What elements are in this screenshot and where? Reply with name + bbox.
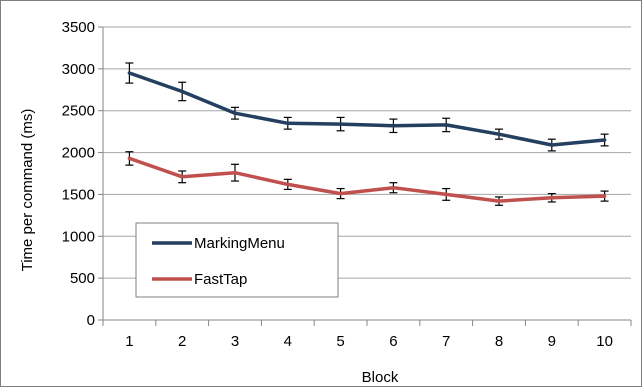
data-point	[233, 111, 237, 115]
legend-label: MarkingMenu	[194, 235, 285, 252]
x-tick-label: 7	[442, 333, 450, 350]
legend: MarkingMenu FastTap	[135, 222, 339, 298]
data-point	[391, 186, 395, 190]
data-point	[180, 175, 184, 179]
y-tick-label: 2500	[62, 103, 95, 120]
x-tick-label: 1	[125, 333, 133, 350]
y-tick-label: 1500	[62, 186, 95, 203]
y-tick-label: 1000	[62, 228, 95, 245]
data-point	[550, 196, 554, 200]
y-tick-label: 3000	[62, 61, 95, 78]
data-point	[603, 194, 607, 198]
x-tick-label: 2	[178, 333, 186, 350]
data-point	[391, 124, 395, 128]
x-tick-label: 9	[548, 333, 556, 350]
y-tick-label: 2000	[62, 145, 95, 162]
x-tick-label: 5	[336, 333, 344, 350]
y-axis-title: Time per command (ms)	[19, 109, 36, 272]
data-point	[444, 192, 448, 196]
series-line	[127, 156, 607, 203]
data-point	[339, 192, 343, 196]
legend-box	[135, 222, 339, 298]
data-point	[127, 71, 131, 75]
series-FastTap	[125, 151, 609, 206]
data-point	[497, 132, 501, 136]
data-point	[127, 156, 131, 160]
legend-label: FastTap	[194, 271, 247, 288]
series-layer	[125, 62, 609, 206]
data-point	[339, 122, 343, 126]
data-point	[497, 199, 501, 203]
series-line	[127, 71, 607, 147]
series-MarkingMenu	[125, 62, 609, 152]
data-point	[286, 182, 290, 186]
axes	[98, 26, 632, 326]
data-point	[286, 121, 290, 125]
x-tick-label: 6	[389, 333, 397, 350]
data-point	[180, 89, 184, 93]
x-axis-tick-labels: 1 2 3 4 5 6 7 8 9 10	[125, 333, 613, 350]
data-point	[603, 138, 607, 142]
y-tick-label: 3500	[62, 19, 95, 36]
x-tick-label: 8	[495, 333, 503, 350]
y-axis-tick-labels: 0 500 1000 1500 2000 2500 3000 3500	[62, 19, 95, 329]
x-tick-label: 4	[284, 333, 292, 350]
data-point	[444, 123, 448, 127]
x-tick-label: 3	[231, 333, 239, 350]
x-tick-label: 10	[596, 333, 613, 350]
y-tick-label: 500	[70, 270, 95, 287]
data-point	[233, 171, 237, 175]
x-axis-title: Block	[362, 369, 399, 386]
y-tick-label: 0	[87, 312, 95, 329]
data-point	[550, 143, 554, 147]
